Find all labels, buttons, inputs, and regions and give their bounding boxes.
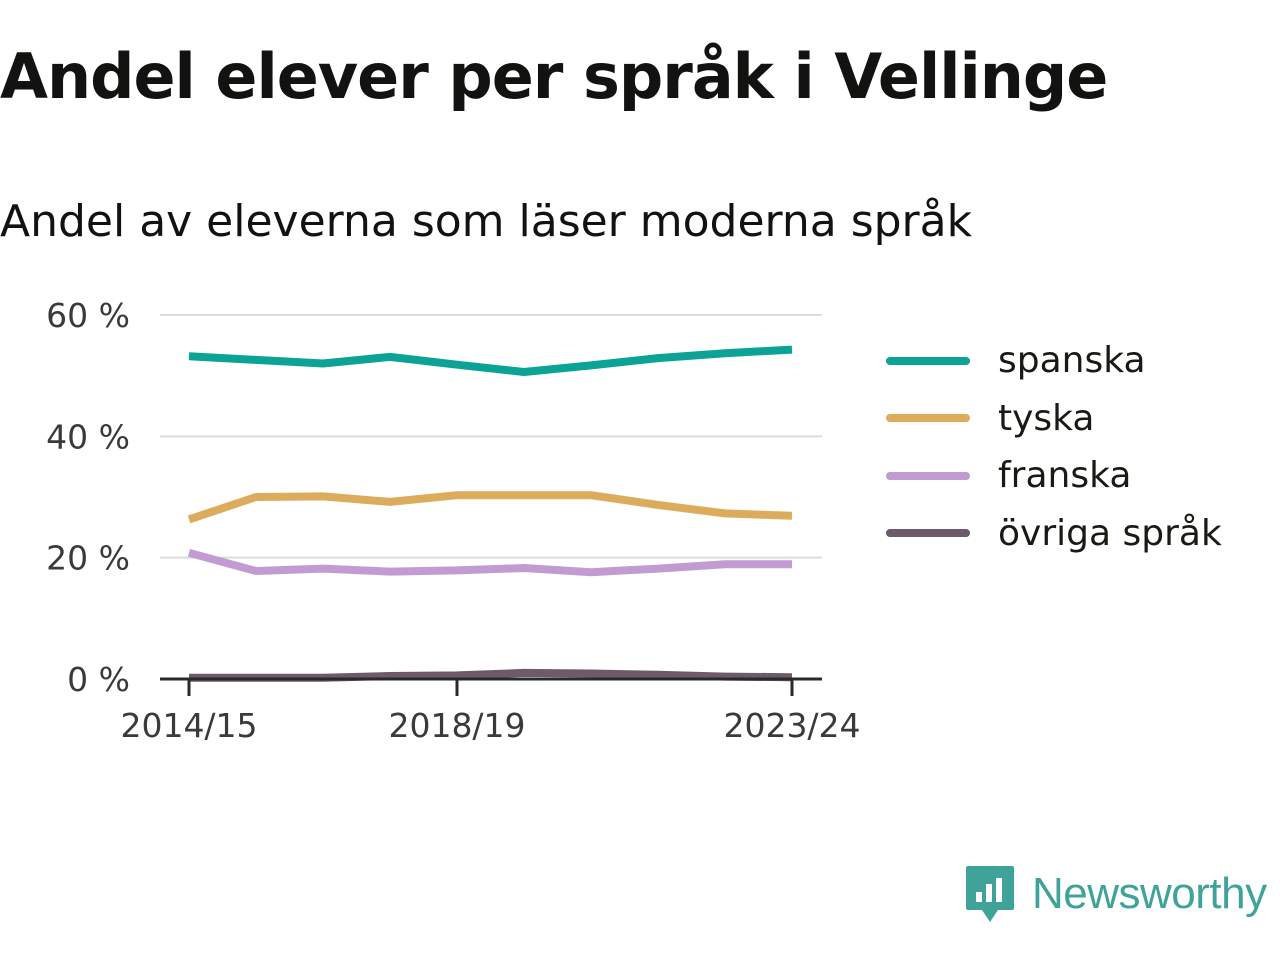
x-tick-label: 2023/24 bbox=[723, 706, 860, 745]
brand-name: Newsworthy bbox=[1032, 869, 1267, 918]
legend-swatch bbox=[886, 414, 970, 423]
legend-label: franska bbox=[998, 455, 1132, 497]
legend-label: tyska bbox=[998, 397, 1095, 439]
y-tick-label: 60 % bbox=[46, 296, 130, 335]
legend-item: franska bbox=[886, 447, 1222, 505]
series-line-3 bbox=[189, 668, 793, 682]
y-tick-label: 0 % bbox=[67, 660, 130, 699]
x-tick-label: 2018/19 bbox=[388, 706, 525, 745]
brand-logo: Newsworthy bbox=[964, 864, 1267, 924]
legend-swatch bbox=[886, 471, 970, 480]
legend-item: övriga språk bbox=[886, 505, 1222, 563]
chart-title: Andel elever per språk i Vellinge bbox=[0, 40, 1108, 113]
legend-item: tyska bbox=[886, 390, 1222, 448]
legend-swatch bbox=[886, 529, 970, 538]
y-tick-label: 20 % bbox=[46, 539, 130, 578]
newsworthy-logo-icon bbox=[966, 866, 1014, 922]
y-tick-label: 40 % bbox=[46, 417, 130, 456]
series-line-1 bbox=[187, 491, 793, 524]
legend-label: övriga språk bbox=[998, 512, 1222, 554]
chart-legend: spanska tyska franska övriga språk bbox=[886, 332, 1222, 562]
series-line-0 bbox=[188, 345, 793, 376]
x-tick-label: 2014/15 bbox=[120, 706, 257, 745]
legend-item: spanska bbox=[886, 332, 1222, 390]
chart-subtitle: Andel av eleverna som läser moderna språ… bbox=[0, 196, 973, 247]
legend-swatch bbox=[886, 356, 970, 365]
series-line-2 bbox=[187, 548, 792, 577]
legend-label: spanska bbox=[998, 340, 1146, 382]
